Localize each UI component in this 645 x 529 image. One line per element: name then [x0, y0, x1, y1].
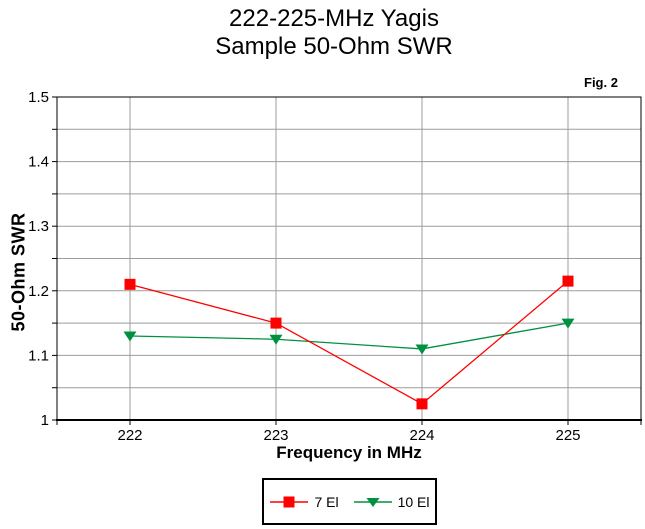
legend-entry-7-el: 7 El	[269, 493, 339, 510]
legend-entry-10-el: 10 El	[353, 494, 430, 510]
y-axis-title: 50-Ohm SWR	[8, 212, 29, 332]
series-line-7-el	[129, 280, 569, 405]
legend-label: 7 El	[314, 493, 339, 510]
y-tick-label: 1.1	[28, 347, 49, 364]
figure-number-label: Fig. 2	[584, 75, 618, 90]
legend-entries: 7 El 10 El	[269, 493, 430, 510]
y-tick-label: 1.4	[28, 154, 49, 171]
y-tick-label: 1.3	[28, 218, 49, 235]
chart-title-line1: 222-225-MHz Yagis	[229, 5, 439, 32]
x-tick-label: 223	[263, 427, 288, 444]
legend-box: 7 El 10 El	[262, 478, 437, 525]
data-point-10-el	[123, 331, 137, 342]
data-point-10-el	[269, 334, 283, 345]
legend-label: 10 El	[397, 493, 430, 510]
y-tick-label: 1.5	[28, 89, 49, 106]
square-marker-icon	[270, 496, 309, 507]
data-point-10-el	[415, 344, 429, 355]
x-axis-title: Frequency in MHz	[276, 443, 422, 462]
data-point-7-el	[416, 398, 428, 410]
x-tick-label: 224	[409, 427, 434, 444]
triangle-down-marker-icon	[353, 497, 392, 507]
chart-title-line2: Sample 50-Ohm SWR	[215, 33, 453, 60]
data-point-10-el	[561, 318, 575, 329]
y-tick-label: 1	[41, 412, 49, 429]
data-point-7-el	[562, 275, 574, 287]
data-point-7-el	[124, 278, 136, 290]
data-point-7-el	[270, 317, 282, 329]
x-tick-label: 225	[555, 427, 580, 444]
y-tick-label: 1.2	[28, 283, 49, 300]
x-tick-label: 222	[117, 427, 142, 444]
series-line-10-el	[129, 322, 569, 350]
